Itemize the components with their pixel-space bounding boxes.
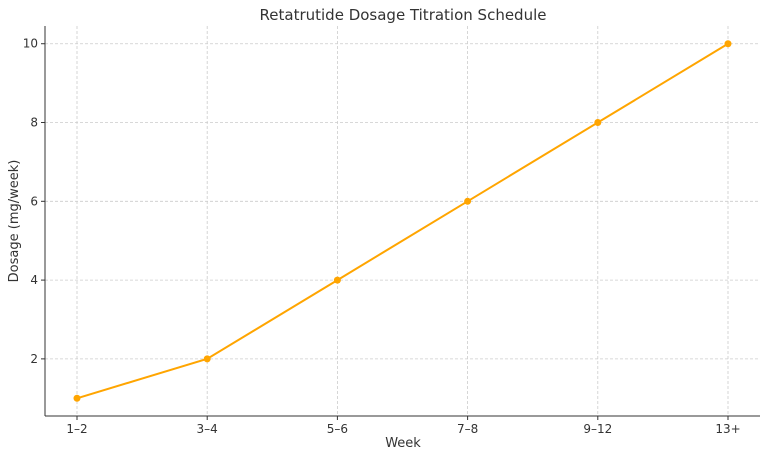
x-tick-label: 3–4 bbox=[197, 422, 218, 436]
x-tick-label: 5–6 bbox=[327, 422, 348, 436]
x-axis-label: Week bbox=[385, 436, 421, 451]
data-point bbox=[594, 119, 602, 127]
series-group bbox=[73, 40, 732, 402]
data-point bbox=[724, 40, 732, 48]
x-tick-label: 13+ bbox=[715, 422, 740, 436]
series-line bbox=[76, 42, 729, 400]
y-tick-label: 6 bbox=[30, 194, 38, 208]
y-tick-label: 8 bbox=[30, 116, 38, 130]
x-tick-label: 9–12 bbox=[583, 422, 612, 436]
y-tick-label: 4 bbox=[30, 273, 38, 287]
y-ticks: 2 4 6 8 10 bbox=[23, 37, 45, 366]
x-ticks: 1–2 3–4 5–6 7–8 9–12 13+ bbox=[66, 416, 741, 436]
data-point bbox=[464, 197, 472, 205]
data-point bbox=[333, 276, 341, 284]
data-point bbox=[73, 394, 81, 402]
axes bbox=[44, 26, 760, 417]
x-tick-label: 1–2 bbox=[66, 422, 87, 436]
y-axis-label: Dosage (mg/week) bbox=[7, 160, 22, 283]
y-tick-label: 10 bbox=[23, 37, 38, 51]
data-point bbox=[203, 355, 211, 363]
y-tick-label: 2 bbox=[30, 352, 38, 366]
x-tick-label: 7–8 bbox=[457, 422, 478, 436]
chart-title: Retatrutide Dosage Titration Schedule bbox=[260, 6, 547, 24]
grid bbox=[45, 26, 760, 416]
